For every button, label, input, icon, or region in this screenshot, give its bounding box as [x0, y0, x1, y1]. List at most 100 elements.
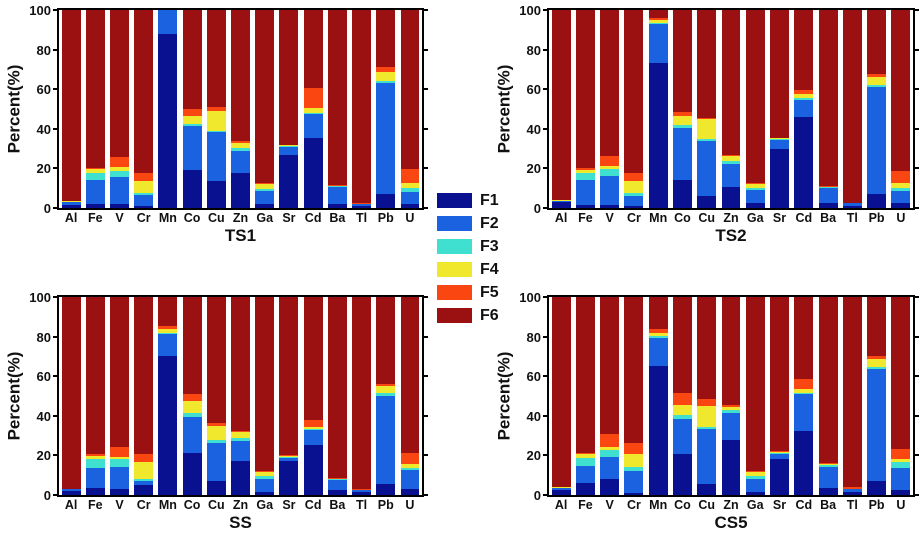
bar-segment-f2: [134, 195, 154, 207]
bar-al: [59, 10, 83, 208]
bar-segment-f4: [794, 389, 814, 394]
stacked-bar-ba: [327, 297, 347, 495]
stacked-bar-cd: [303, 10, 323, 208]
stacked-bar-sr: [770, 297, 789, 495]
bar-segment-f4: [206, 425, 226, 440]
bar-segment-f1: [867, 194, 887, 208]
bar-segment-f6: [891, 10, 911, 172]
bars-area: [59, 10, 422, 208]
bar-segment-f5: [673, 111, 692, 116]
legend-swatch-f2: [437, 216, 472, 231]
bar-segment-f2: [842, 489, 862, 493]
bar-zn: [719, 297, 743, 495]
y-tick-label: 20: [36, 161, 51, 177]
stacked-bar-v: [110, 10, 129, 208]
bar-segment-f6: [624, 297, 644, 443]
bar-segment-f1: [551, 490, 571, 495]
bar-segment-f1: [891, 490, 911, 495]
x-tick-label: Sr: [282, 211, 296, 225]
y-tick-mark: [913, 335, 919, 338]
stacked-bar-v: [600, 297, 620, 495]
x-tick-label: Cu: [698, 498, 716, 512]
bar-segment-f1: [231, 461, 250, 495]
y-tick-label: 0: [533, 488, 541, 503]
bar-segment-f4: [158, 328, 178, 333]
bar-segment-f5: [721, 404, 741, 407]
bar-segment-f6: [231, 10, 250, 141]
bar-segment-f3: [891, 462, 911, 469]
bar-segment-f4: [279, 144, 299, 146]
bar-segment-f4: [745, 472, 765, 477]
bar-segment-f6: [818, 297, 838, 464]
x-tick-label: V: [605, 211, 614, 225]
bar-segment-f1: [158, 33, 178, 208]
bar-segment-f5: [376, 384, 396, 387]
bar-v: [598, 10, 622, 208]
panel-ts2: Percent(%) Al Fe V Cr Mn Co Cu Zn Ga Sr Cd Ba Tl Pb U …: [494, 4, 919, 245]
stacked-bar-cd: [303, 297, 323, 495]
x-tick-label: Tl: [355, 211, 368, 225]
stacked-bar-sr: [279, 297, 299, 495]
bar-cr: [622, 10, 646, 208]
bar-segment-f2: [110, 177, 129, 205]
bar-segment-f5: [721, 154, 741, 156]
bar-segment-f4: [673, 404, 692, 415]
stacked-bar-al: [61, 297, 81, 495]
x-tick-label: Cr: [626, 498, 641, 512]
bar-segment-f3: [327, 479, 347, 481]
y-tick-label: 20: [526, 161, 541, 177]
stacked-bar-co: [182, 10, 202, 208]
panel-ss: Percent(%) Al Fe V Cr Mn Co Cu Zn Ga Sr Cd Ba Tl Pb U …: [4, 291, 428, 532]
stacked-bar-zn: [231, 297, 250, 495]
x-tick-label: V: [605, 498, 614, 512]
y-tick-mark: [543, 296, 549, 298]
x-tick-label: Cd: [795, 498, 813, 512]
y-axis-label-text: Percent(%): [494, 64, 513, 154]
bar-v: [107, 10, 131, 208]
x-tick-label: Sr: [772, 211, 787, 225]
stacked-bar-pb: [867, 297, 887, 495]
y-tick-label: 60: [36, 82, 51, 98]
bar-segment-f5: [352, 203, 371, 205]
bar-segment-f2: [158, 333, 178, 357]
bar-mn: [156, 10, 180, 208]
y-tick-mark: [543, 335, 549, 338]
stacked-bar-tl: [352, 297, 371, 495]
bar-segment-f1: [891, 203, 911, 208]
bar-segment-f1: [206, 481, 226, 495]
x-tick-label: Pb: [377, 498, 394, 512]
bar-segment-f2: [770, 454, 789, 460]
bar-segment-f1: [352, 492, 371, 495]
bar-segment-f5: [400, 169, 420, 184]
bar-segment-f1: [61, 205, 81, 208]
bar-segment-f1: [600, 479, 620, 495]
stacked-bar-ga: [745, 10, 765, 208]
bar-ba: [816, 10, 840, 208]
bar-cd: [792, 10, 816, 208]
bar-segment-f4: [551, 200, 571, 202]
bar-segment-f3: [110, 171, 129, 178]
bar-segment-f6: [600, 10, 620, 156]
bar-segment-f3: [818, 465, 838, 468]
bar-segment-f2: [770, 139, 789, 149]
bar-segment-f1: [400, 489, 420, 495]
bar-segment-f5: [327, 185, 347, 187]
bar-segment-f3: [794, 393, 814, 395]
bar-segment-f2: [818, 467, 838, 489]
bar-fe: [573, 10, 597, 208]
bars-area: [549, 10, 913, 208]
bar-segment-f3: [745, 188, 765, 191]
y-tick-mark: [913, 127, 919, 130]
bar-segment-f6: [134, 297, 154, 455]
bar-segment-f3: [182, 123, 202, 126]
bar-segment-f2: [551, 488, 571, 491]
bar-segment-f3: [697, 138, 717, 141]
y-tick-mark: [53, 48, 59, 51]
bar-segment-f2: [673, 127, 692, 181]
stacked-bar-cr: [134, 10, 154, 208]
bar-segment-f4: [697, 118, 717, 139]
x-tick-label: Ba: [820, 498, 837, 512]
bar-segment-f5: [648, 328, 668, 333]
bar-segment-f2: [231, 440, 250, 462]
bar-segment-f6: [110, 10, 129, 157]
